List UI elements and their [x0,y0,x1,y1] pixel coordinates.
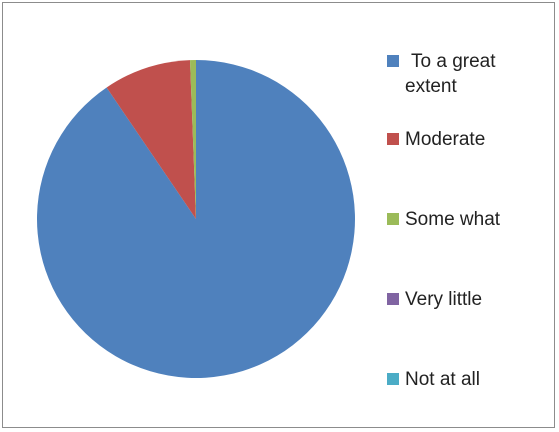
legend-label-to-a-great-extent: To a great extent [405,49,496,99]
pie-slice-to-a-great-extent [37,60,356,379]
legend-swatch-not-at-all [387,373,399,385]
pie-chart [37,60,356,379]
legend-swatch-some-what [387,213,399,225]
legend-item-to-a-great-extent: To a great extent [387,49,496,99]
legend-swatch-very-little [387,293,399,305]
legend-item-moderate: Moderate [387,127,485,152]
legend-label-moderate: Moderate [405,129,486,150]
legend-label-some-what: Some what [405,209,501,230]
legend-label-very-little: Very little [405,289,483,310]
legend-swatch-moderate [387,133,399,145]
legend-swatch-to-a-great-extent [387,55,399,67]
legend-label-line-2: extent [405,76,457,97]
legend-item-some-what: Some what [387,207,500,232]
pie-slice-moderate [106,60,196,219]
legend-item-not-at-all: Not at all [387,367,480,392]
pie-slice-some-what [190,60,196,219]
legend-label-line-1: To a great [411,51,496,72]
legend-item-very-little: Very little [387,287,482,312]
chart-area: To a great extent Moderate Some what Ver… [2,2,555,428]
legend-label-not-at-all: Not at all [405,369,480,390]
legend: To a great extent Moderate Some what Ver… [387,49,552,409]
